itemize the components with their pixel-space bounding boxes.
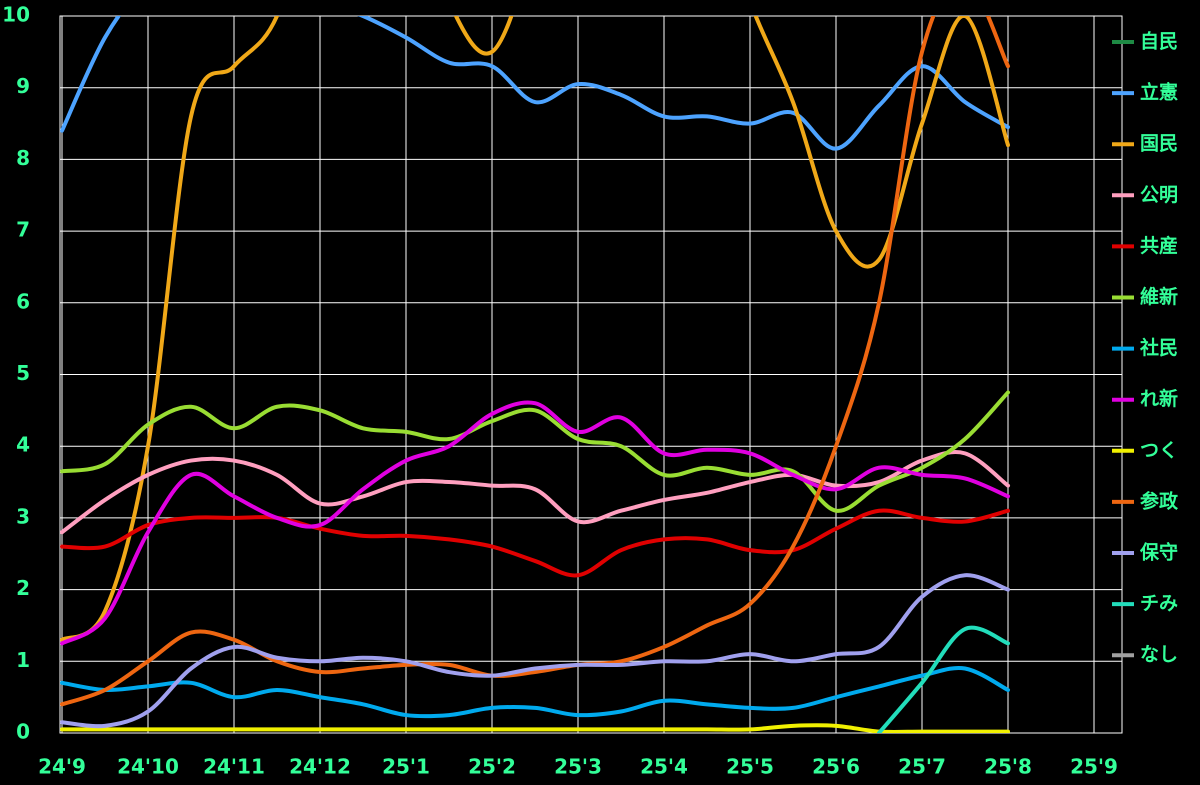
legend-label: 社民 — [1139, 336, 1178, 359]
legend-label: 自民 — [1140, 30, 1178, 53]
series-line — [60, 16, 1010, 151]
x-tick-label: 24'9 — [38, 755, 86, 779]
y-tick-label: 5 — [16, 361, 30, 385]
legend-label: 維新 — [1140, 285, 1178, 308]
legend-label: チみ — [1140, 593, 1178, 615]
x-tick-label: 25'7 — [898, 755, 946, 779]
series-line — [60, 508, 1010, 578]
x-tick-label: 24'12 — [289, 755, 351, 779]
y-tick-label: 8 — [16, 146, 30, 170]
x-tick-label: 25'1 — [382, 755, 430, 779]
y-tick-label: 10 — [2, 3, 30, 27]
legend-label: 保守 — [1139, 541, 1178, 564]
y-tick-label: 1 — [16, 648, 30, 672]
y-tick-label: 0 — [16, 720, 30, 744]
x-tick-label: 25'4 — [640, 755, 688, 779]
legend-label: 国民 — [1140, 133, 1178, 155]
legend-label: 公明 — [1140, 184, 1178, 206]
x-tick-label: 25'3 — [554, 755, 602, 779]
legend-label: 立憲 — [1140, 81, 1178, 104]
x-tick-label: 25'2 — [468, 755, 516, 779]
legend-label: 共産 — [1140, 234, 1178, 257]
lines — [60, 16, 1010, 733]
x-tick-label: 25'9 — [1070, 755, 1118, 779]
y-tick-label: 7 — [16, 218, 30, 242]
x-tick-label: 24'11 — [203, 755, 265, 779]
y-tick-label: 9 — [16, 74, 30, 98]
x-tick-label: 25'6 — [812, 755, 860, 779]
series-line — [60, 390, 1010, 513]
x-tick-label: 25'5 — [726, 755, 774, 779]
series-line — [60, 573, 1010, 729]
y-tick-label: 4 — [16, 433, 30, 457]
x-tick-label: 25'8 — [984, 755, 1032, 779]
series-line — [60, 16, 1010, 642]
legend-label: れ新 — [1140, 387, 1178, 410]
y-tick-label: 3 — [16, 504, 30, 528]
legend-label: なし — [1140, 644, 1178, 666]
x-tick-label: 24'10 — [117, 755, 179, 779]
y-tick-label: 2 — [16, 576, 30, 600]
series-line — [877, 625, 1010, 733]
labels: 0 1 2 3 4 5 6 7 8 9 10 24'9 24'10 24'11 24'12 25'1 25'2 2… — [2, 3, 1179, 779]
legend-label: つく — [1140, 439, 1178, 461]
series-line — [60, 665, 1010, 719]
series-line — [60, 723, 1010, 733]
legend-label: 参政 — [1140, 489, 1179, 512]
series-line — [60, 400, 1010, 646]
y-tick-label: 6 — [16, 289, 30, 313]
